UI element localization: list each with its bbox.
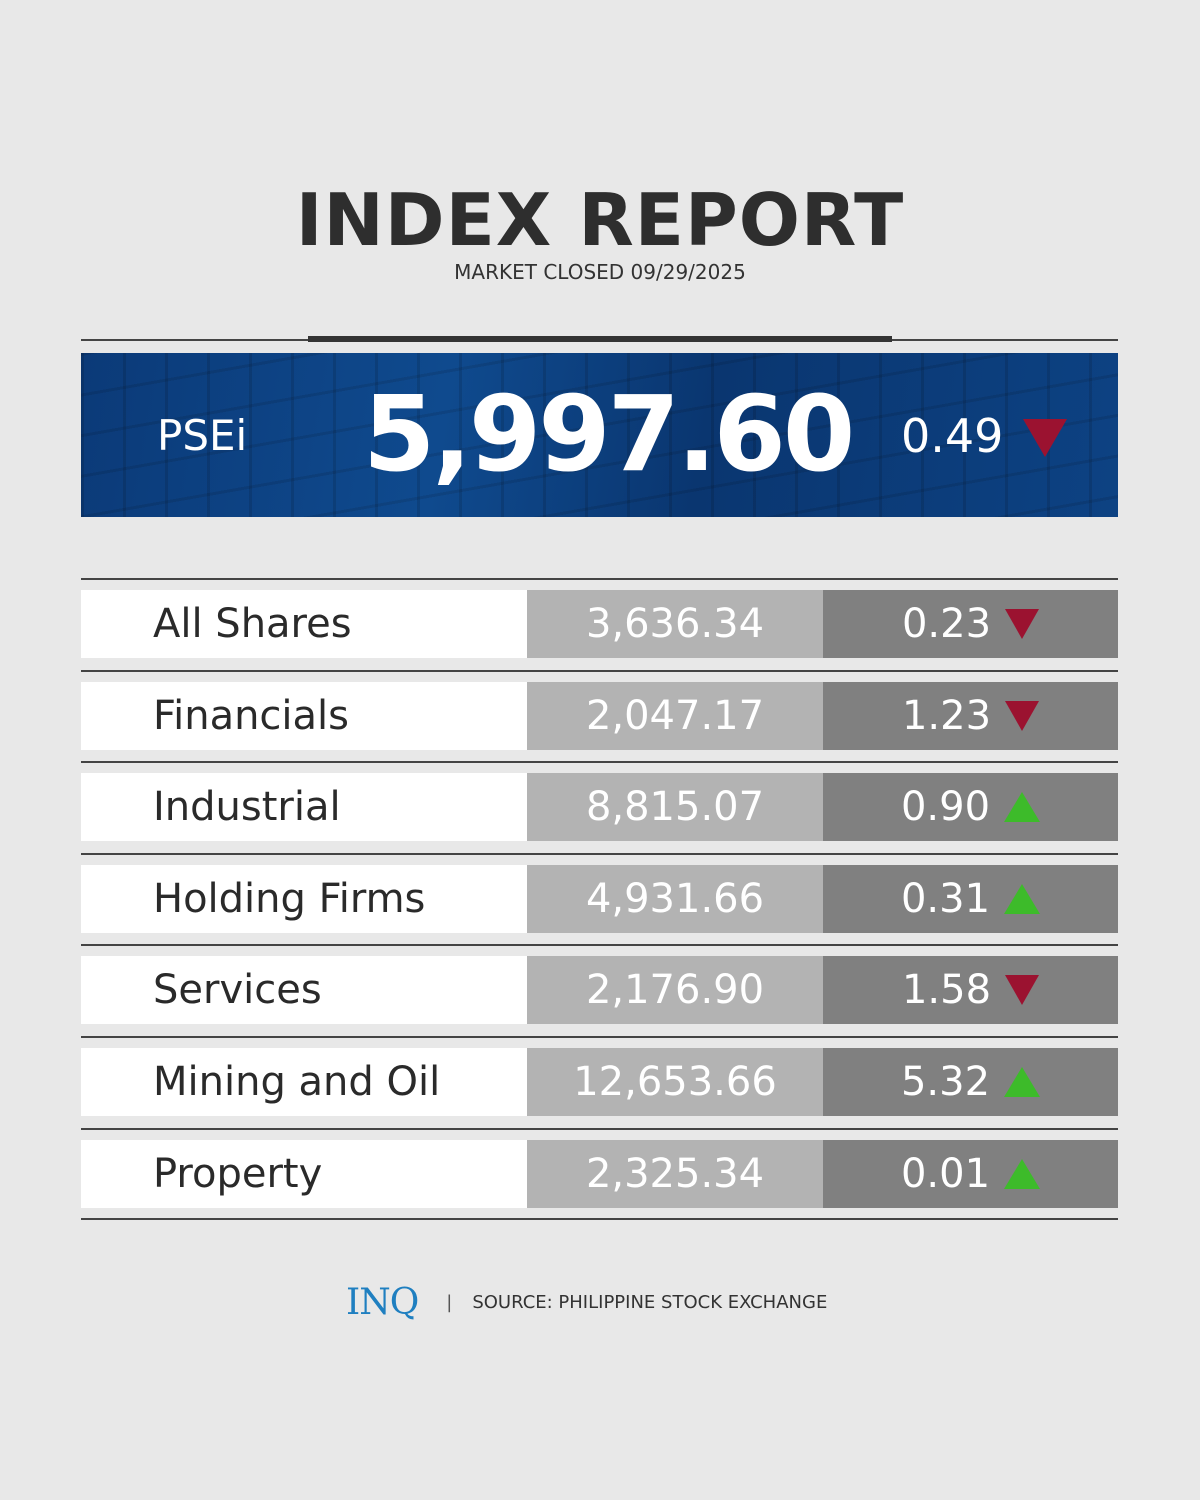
index-value: 2,325.34 [527, 1139, 823, 1208]
index-value: 8,815.07 [527, 773, 823, 842]
psei-label: PSEi [157, 411, 248, 460]
row-divider [81, 578, 1118, 580]
source-text: SOURCE: PHILIPPINE STOCK EXCHANGE [472, 1292, 828, 1313]
row-divider [81, 669, 1118, 672]
index-change-cell: 0.90 [823, 773, 1118, 842]
down-arrow-icon [1023, 419, 1067, 457]
down-arrow-icon [1005, 700, 1040, 731]
row-divider [81, 1218, 1118, 1220]
building-background [81, 353, 1118, 517]
inq-logo: INQ [346, 1282, 419, 1323]
index-row: All Shares 3,636.34 0.23 [81, 590, 1118, 658]
index-row: Services 2,176.90 1.58 [81, 956, 1118, 1025]
divider-thick [308, 336, 892, 342]
psei-change: 0.49 [901, 409, 1004, 463]
index-name: Holding Firms [81, 864, 527, 933]
index-name: Mining and Oil [81, 1048, 527, 1116]
index-name: Property [81, 1139, 527, 1208]
footer-separator: | [446, 1292, 453, 1313]
psei-value: 5,997.60 [363, 373, 855, 495]
index-change: 0.01 [900, 1150, 991, 1197]
index-row: Financials 2,047.17 1.23 [81, 681, 1118, 750]
index-change: 0.31 [900, 875, 991, 922]
index-value: 4,931.66 [527, 864, 823, 933]
psei-banner: PSEi 5,997.60 0.49 [81, 353, 1118, 517]
index-row: Mining and Oil 12,653.66 5.32 [81, 1048, 1118, 1116]
row-divider [81, 944, 1118, 947]
index-change: 1.58 [901, 967, 992, 1014]
index-change-cell: 1.23 [823, 681, 1118, 750]
row-divider [81, 1127, 1118, 1130]
index-name: Financials [81, 681, 527, 750]
market-closed-date: MARKET CLOSED 09/29/2025 [454, 260, 746, 284]
index-name: Industrial [81, 773, 527, 842]
index-name: Services [81, 956, 527, 1025]
index-value: 12,653.66 [527, 1048, 823, 1116]
index-value: 3,636.34 [527, 590, 823, 658]
page-title: INDEX REPORT [295, 178, 905, 262]
down-arrow-icon [1005, 609, 1040, 639]
down-arrow-icon [1005, 975, 1040, 1006]
index-row: Holding Firms 4,931.66 0.31 [81, 864, 1118, 933]
row-divider [81, 761, 1118, 764]
index-value: 2,176.90 [527, 956, 823, 1025]
index-value: 2,047.17 [527, 681, 823, 750]
index-change: 5.32 [900, 1059, 991, 1105]
index-change-cell: 0.23 [823, 590, 1118, 658]
index-change: 1.23 [901, 692, 992, 739]
index-change-cell: 0.01 [823, 1139, 1118, 1208]
row-divider [81, 1036, 1118, 1038]
up-arrow-icon [1004, 1158, 1041, 1189]
footer: INQ | SOURCE: PHILIPPINE STOCK EXCHANGE [346, 1282, 827, 1323]
index-name: All Shares [81, 590, 527, 658]
up-arrow-icon [1004, 1067, 1041, 1097]
up-arrow-icon [1004, 883, 1041, 914]
index-row: Property 2,325.34 0.01 [81, 1139, 1118, 1208]
index-change-cell: 5.32 [823, 1048, 1118, 1116]
index-change: 0.23 [901, 601, 992, 647]
index-change: 0.90 [900, 784, 991, 831]
index-change-cell: 0.31 [823, 864, 1118, 933]
row-divider [81, 852, 1118, 855]
up-arrow-icon [1004, 792, 1041, 823]
index-change-cell: 1.58 [823, 956, 1118, 1025]
index-row: Industrial 8,815.07 0.90 [81, 773, 1118, 842]
